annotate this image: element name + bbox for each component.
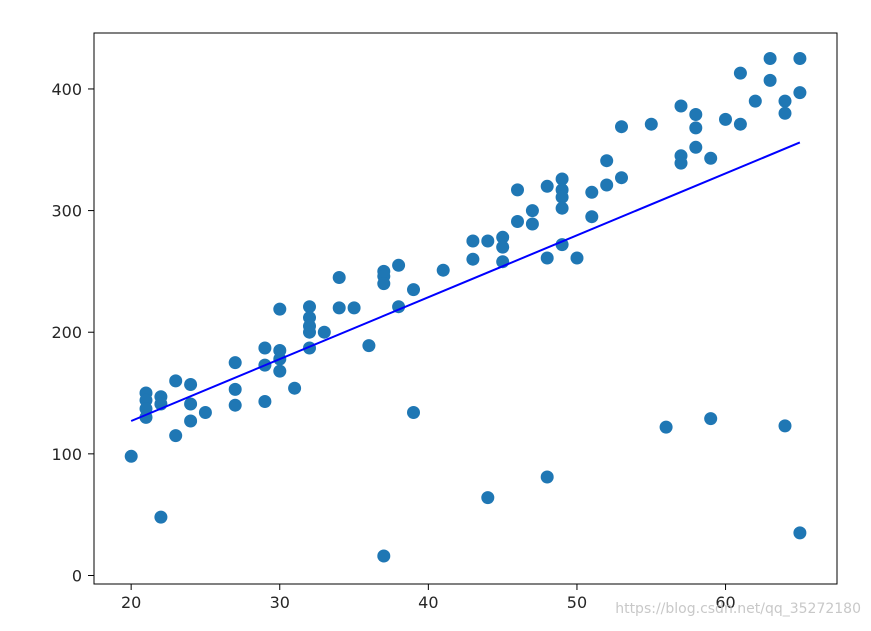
data-point (659, 420, 673, 434)
data-point (555, 238, 569, 252)
data-point (600, 178, 614, 192)
data-point (481, 234, 495, 248)
x-tick-label: 30 (270, 593, 290, 612)
data-point (555, 190, 569, 204)
data-point (793, 86, 807, 100)
y-axis: 0 100 200 300 400 (51, 80, 94, 585)
data-point (689, 140, 703, 154)
data-point (719, 112, 732, 126)
data-point (674, 156, 688, 170)
data-point (778, 94, 792, 108)
data-point (496, 230, 510, 244)
data-point (644, 117, 658, 131)
data-point (169, 374, 183, 388)
data-point (763, 52, 777, 65)
data-point (347, 301, 361, 315)
data-point (392, 258, 406, 272)
data-point (198, 406, 212, 419)
data-point (496, 240, 510, 254)
data-point (466, 252, 480, 266)
data-point (407, 406, 420, 419)
data-point (184, 378, 198, 391)
data-point (288, 381, 302, 395)
data-point (615, 120, 628, 134)
y-tick-label: 100 (51, 445, 82, 464)
data-point (733, 117, 747, 131)
data-point (615, 171, 628, 185)
data-point (511, 215, 524, 228)
data-point (273, 302, 287, 316)
data-point (585, 185, 599, 199)
data-point (793, 52, 807, 65)
data-point (748, 94, 762, 108)
x-tick-label: 60 (715, 593, 735, 612)
axes-frame (93, 32, 838, 585)
data-point (555, 172, 569, 186)
x-tick-label: 40 (418, 593, 438, 612)
data-point (362, 339, 376, 353)
data-point (763, 73, 777, 87)
data-point (733, 66, 747, 80)
data-point (704, 412, 718, 426)
data-point (258, 341, 272, 355)
data-points (124, 52, 807, 563)
data-point (793, 526, 807, 540)
data-point (511, 183, 524, 197)
data-point (273, 364, 287, 378)
data-point (332, 271, 346, 284)
data-point (525, 217, 539, 231)
data-point (169, 429, 183, 443)
watermark-text: https://blog.csdn.net/qq_35272180 (615, 601, 861, 617)
data-point (154, 510, 168, 524)
data-point (377, 549, 391, 563)
data-point (600, 154, 614, 168)
data-point (184, 397, 198, 411)
x-tick-label: 50 (567, 593, 587, 612)
data-point (555, 201, 569, 215)
y-tick-label: 300 (51, 202, 82, 221)
data-point (258, 395, 272, 408)
data-point (332, 301, 346, 315)
regression-line-layer (130, 141, 801, 422)
data-point (303, 325, 316, 339)
y-tick-label: 400 (51, 80, 82, 99)
data-point (778, 419, 792, 433)
y-tick-label: 200 (51, 323, 82, 342)
data-point (228, 398, 242, 412)
data-point (778, 106, 792, 120)
x-tick-label: 20 (121, 593, 141, 612)
data-point (228, 382, 242, 396)
data-point (184, 414, 198, 428)
data-point (317, 325, 331, 339)
data-point (674, 99, 688, 113)
data-point (407, 283, 420, 297)
regression-line (130, 141, 801, 422)
data-point (689, 121, 703, 135)
data-point (540, 251, 554, 265)
data-point (303, 300, 316, 314)
data-point (466, 234, 480, 248)
data-point (436, 263, 450, 277)
data-point (689, 108, 703, 121)
data-point (481, 491, 495, 505)
data-point (540, 179, 554, 193)
data-point (228, 356, 242, 370)
data-point (377, 277, 391, 291)
x-axis: 20 30 40 50 60 (121, 584, 736, 612)
data-point (124, 449, 138, 463)
data-point (704, 151, 718, 165)
data-point (540, 470, 554, 484)
data-point (525, 204, 539, 218)
data-point (585, 210, 599, 224)
y-tick-label: 0 (72, 566, 82, 585)
data-point (570, 251, 584, 265)
